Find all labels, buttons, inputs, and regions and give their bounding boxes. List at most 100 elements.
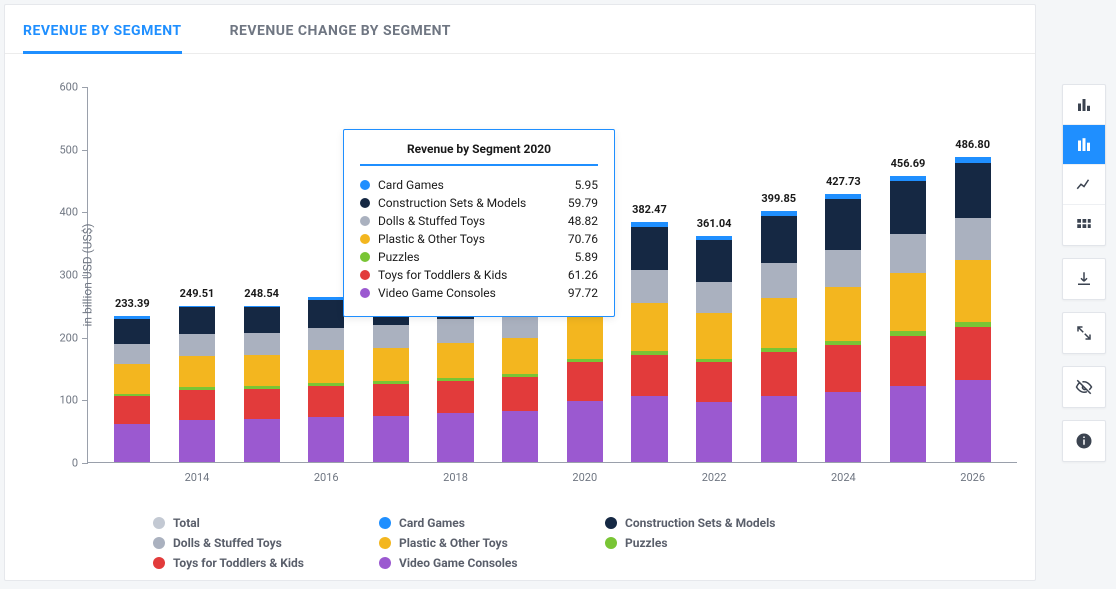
bar-segment-toys_toddlers_kids (696, 362, 732, 401)
legend-swatch (379, 557, 391, 569)
tabs: REVENUE BY SEGMENT REVENUE CHANGE BY SEG… (5, 5, 1035, 54)
bar-segment-plastic_other (567, 314, 603, 358)
line-chart-button[interactable] (1063, 165, 1105, 205)
tooltip-dot (360, 288, 370, 298)
legend-item[interactable]: Total (153, 516, 343, 530)
bar-segment-toys_toddlers_kids (308, 386, 344, 417)
expand-button[interactable] (1063, 313, 1105, 353)
bar-column[interactable]: 427.732024 (811, 87, 876, 462)
bar-segment-construction (308, 300, 344, 328)
x-tick-label: 2020 (572, 471, 597, 484)
download-button[interactable] (1063, 259, 1105, 299)
bar-segment-video_game_consoles (114, 424, 150, 462)
bar-column[interactable]: 382.47 (617, 87, 682, 462)
tab-revenue-change-by-segment[interactable]: REVENUE CHANGE BY SEGMENT (230, 23, 451, 53)
tooltip-row: Card Games5.95 (360, 176, 598, 194)
legend-swatch (379, 517, 391, 529)
bar-total-label: 248.54 (244, 287, 279, 300)
tooltip-label: Construction Sets & Models (378, 196, 560, 210)
tooltip-value: 97.72 (568, 286, 598, 300)
bar-segment-plastic_other (179, 356, 215, 387)
legend-item[interactable]: Card Games (379, 516, 569, 530)
bar-segment-toys_toddlers_kids (567, 362, 603, 400)
bar-segment-video_game_consoles (308, 417, 344, 462)
y-tick-label: 600 (42, 81, 78, 94)
bar-segment-video_game_consoles (373, 416, 409, 462)
tooltip-value: 70.76 (568, 232, 598, 246)
bar-segment-dolls_stuffed (890, 234, 926, 273)
bar-segment-video_game_consoles (825, 392, 861, 462)
bar-stack (955, 157, 991, 462)
bar-segment-video_game_consoles (502, 411, 538, 462)
stacked-bar-button[interactable] (1063, 125, 1105, 165)
bar-segment-construction (825, 199, 861, 250)
legend-item[interactable]: Construction Sets & Models (605, 516, 795, 530)
tooltip-row: Puzzles5.89 (360, 248, 598, 266)
tooltip-label: Toys for Toddlers & Kids (378, 268, 560, 282)
bar-column[interactable]: 249.512014 (165, 87, 230, 462)
bar-column[interactable]: 486.802026 (940, 87, 1005, 462)
bar-column[interactable]: 233.39 (100, 87, 165, 462)
bar-segment-toys_toddlers_kids (631, 355, 667, 396)
bar-segment-dolls_stuffed (114, 344, 150, 365)
y-tick-label: 0 (42, 457, 78, 470)
legend-label: Toys for Toddlers & Kids (173, 556, 304, 570)
legend-label: Plastic & Other Toys (399, 536, 508, 550)
bar-chart-button[interactable] (1063, 85, 1105, 125)
info-group (1062, 420, 1106, 462)
bar-segment-plastic_other (373, 348, 409, 381)
bar-segment-toys_toddlers_kids (244, 389, 280, 419)
bar-segment-toys_toddlers_kids (373, 384, 409, 416)
bar-total-label: 486.80 (955, 138, 990, 151)
table-button[interactable] (1063, 205, 1105, 245)
legend-item[interactable]: Plastic & Other Toys (379, 536, 569, 550)
bar-stack (696, 236, 732, 462)
bar-segment-dolls_stuffed (373, 325, 409, 348)
bar-segment-video_game_consoles (567, 401, 603, 462)
tooltip-row: Construction Sets & Models59.79 (360, 194, 598, 212)
tooltip-label: Plastic & Other Toys (378, 232, 560, 246)
bar-total-label: 233.39 (115, 297, 150, 310)
bar-column[interactable]: 248.54 (229, 87, 294, 462)
legend-item[interactable]: Video Game Consoles (379, 556, 569, 570)
bar-segment-dolls_stuffed (631, 270, 667, 303)
x-tick-label: 2014 (185, 471, 210, 484)
x-tick-label: 2016 (314, 471, 339, 484)
bar-segment-plastic_other (696, 313, 732, 359)
legend-swatch (153, 517, 165, 529)
bar-segment-plastic_other (114, 364, 150, 393)
bar-column[interactable]: 456.69 (876, 87, 941, 462)
bar-segment-toys_toddlers_kids (955, 327, 991, 380)
tooltip-dot (360, 270, 370, 280)
chart-area: in billion USD (US$) 233.39249.512014248… (23, 75, 1017, 570)
chart-legend: Total Card Games Construction Sets & Model… (153, 516, 957, 570)
hide-button[interactable] (1063, 367, 1105, 407)
tab-revenue-by-segment[interactable]: REVENUE BY SEGMENT (23, 23, 182, 53)
legend-item[interactable]: Dolls & Stuffed Toys (153, 536, 343, 550)
bar-stack (244, 306, 280, 462)
legend-swatch (605, 537, 617, 549)
bar-segment-construction (631, 227, 667, 270)
legend-item[interactable]: Puzzles (605, 536, 795, 550)
info-button[interactable] (1063, 421, 1105, 461)
tooltip-dot (360, 216, 370, 226)
bar-segment-video_game_consoles (179, 420, 215, 462)
bar-segment-construction (244, 307, 280, 333)
download-group (1062, 258, 1106, 300)
bar-segment-video_game_consoles (696, 402, 732, 462)
bar-segment-toys_toddlers_kids (114, 396, 150, 424)
bar-column[interactable]: 361.042022 (682, 87, 747, 462)
y-tick (82, 87, 88, 88)
bar-segment-video_game_consoles (631, 396, 667, 462)
bar-segment-dolls_stuffed (244, 333, 280, 355)
tooltip-dot (360, 234, 370, 244)
bar-segment-construction (114, 319, 150, 344)
tooltip-value: 61.26 (568, 268, 598, 282)
tooltip-label: Dolls & Stuffed Toys (378, 214, 560, 228)
bar-column[interactable]: 399.85 (746, 87, 811, 462)
bar-segment-toys_toddlers_kids (179, 390, 215, 420)
bar-segment-toys_toddlers_kids (825, 345, 861, 391)
legend-item[interactable]: Toys for Toddlers & Kids (153, 556, 343, 570)
tooltip-row: Dolls & Stuffed Toys48.82 (360, 212, 598, 230)
bar-segment-construction (696, 240, 732, 281)
